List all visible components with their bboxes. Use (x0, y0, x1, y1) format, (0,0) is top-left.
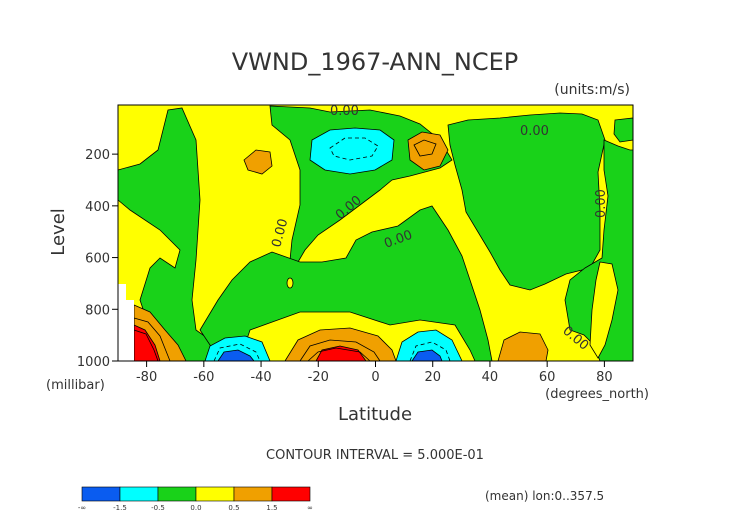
plot-area (117, 104, 634, 362)
mean-text: (mean) lon:0..357.5 (485, 489, 604, 503)
units-label: (units:m/s) (554, 82, 630, 98)
x-tick-label: 0 (371, 370, 379, 385)
yellow-island-east (589, 261, 619, 359)
legend-label: 1.5 (266, 504, 277, 512)
orange-region-south-center (284, 327, 397, 362)
dashed-contour-south (409, 341, 451, 362)
contour-label-4: 0.00 (269, 217, 291, 249)
negative-contours (213, 137, 451, 362)
legend-swatch (81, 486, 121, 502)
green-region-ne-corner (613, 117, 634, 143)
x-tick-label: -40 (250, 370, 271, 385)
contour-label-1: 0.00 (330, 104, 359, 119)
green-region-far-east (564, 139, 634, 362)
y-unit-label: (millibar) (46, 378, 105, 393)
cyan-region-upper (309, 127, 395, 175)
y-tick-label: 200 (85, 148, 110, 163)
contour-southwest-1 (133, 317, 171, 362)
contour-south-center-1 (299, 339, 381, 362)
legend-label: 0.5 (228, 504, 239, 512)
yellow-island-small (286, 277, 294, 289)
y-tick-label: 600 (85, 252, 110, 267)
legend-swatch (233, 486, 273, 502)
y-tick-label: 800 (85, 303, 110, 318)
legend-label: -1.5 (113, 504, 127, 512)
contour-south-center-2 (307, 347, 371, 362)
y-tick-label: 400 (85, 200, 110, 215)
x-tick-label: 20 (424, 370, 441, 385)
orange-blob-upper-left (243, 149, 273, 175)
y-axis-ticks: 200 400 600 800 1000 (77, 148, 118, 370)
green-region-east (447, 112, 606, 291)
dashed-contour-southwest (213, 343, 261, 362)
missing-data-mask (118, 284, 134, 361)
x-axis-label: Latitude (338, 404, 412, 425)
positive-contours (133, 139, 437, 362)
x-tick-label: -20 (308, 370, 329, 385)
legend-label: 0.0 (190, 504, 201, 512)
orange-regions (133, 131, 549, 362)
contour-interval-text: CONTOUR INTERVAL = 5.000E-01 (266, 448, 484, 463)
y-axis-label: Level (48, 208, 69, 256)
contour-label-3: 0.00 (594, 189, 609, 218)
contour-upper-orange (413, 139, 437, 157)
legend-label: -∞ (78, 504, 86, 512)
x-tick-label: 80 (596, 370, 613, 385)
legend: -∞ -1.5 -0.5 0.0 0.5 1.5 ∞ (78, 486, 313, 512)
dashed-contour-upper (329, 137, 379, 161)
x-tick-label: 60 (539, 370, 556, 385)
legend-swatch (195, 486, 235, 502)
x-axis-ticks: -80 -60 -40 -20 0 20 40 60 80 (136, 361, 613, 385)
orange-blob-upper-mid (407, 131, 449, 171)
contour-label-2: 0.00 (520, 124, 549, 139)
x-tick-label: -60 (193, 370, 214, 385)
legend-swatch (119, 486, 159, 502)
legend-swatch (271, 486, 311, 502)
x-unit-label: (degrees_north) (545, 387, 649, 402)
x-tick-label: -80 (136, 370, 157, 385)
y-tick-label: 1000 (77, 355, 110, 370)
chart-title: VWND_1967-ANN_NCEP (232, 48, 518, 76)
legend-label: ∞ (307, 504, 313, 512)
contour-southwest-2 (133, 329, 159, 362)
cyan-regions (204, 127, 463, 362)
legend-swatch (157, 486, 197, 502)
legend-label: -0.5 (151, 504, 165, 512)
x-tick-label: 40 (482, 370, 499, 385)
